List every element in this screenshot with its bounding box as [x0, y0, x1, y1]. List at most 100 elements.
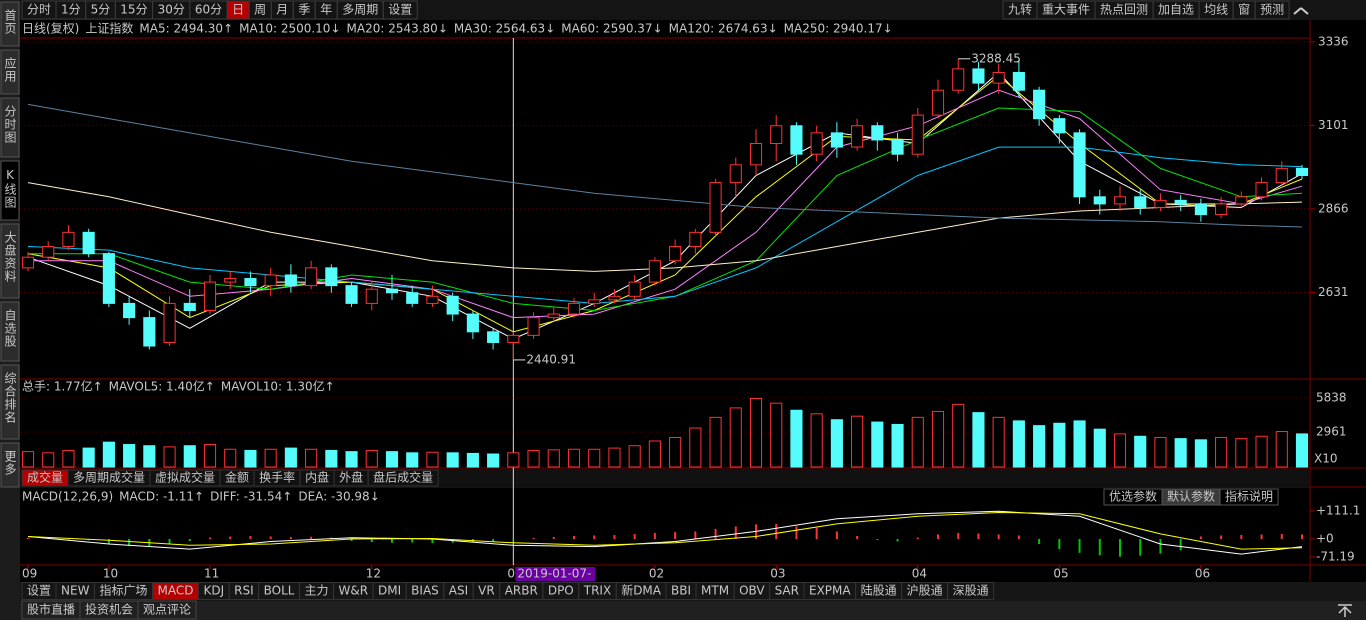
button-label: 多周期: [342, 3, 378, 17]
button[interactable]: [1219, 488, 1279, 506]
candle-body: [385, 288, 399, 294]
button-label: 60分: [195, 3, 222, 17]
button-label: 金额: [225, 470, 249, 485]
button-label: 外盘: [339, 470, 363, 485]
volume-bar: [931, 410, 945, 468]
volume-bar: [183, 445, 196, 468]
button-label: W&R: [338, 584, 368, 598]
x-tick-label: 11: [204, 567, 219, 581]
candle-body: [244, 278, 257, 287]
volume-bar: [972, 412, 985, 468]
x-tick-label: 03: [770, 567, 785, 581]
button[interactable]: [367, 469, 439, 487]
candle-body: [891, 139, 904, 155]
candle-body: [345, 285, 358, 304]
y-tick-label: +0: [1316, 531, 1334, 545]
legend-text: DEA: -30.98↓: [298, 490, 379, 504]
button-label: SAR: [775, 584, 799, 598]
volume-bar: [891, 423, 904, 468]
candle-body: [1275, 167, 1288, 184]
candle-body: [972, 68, 985, 84]
volume-bar: [224, 448, 237, 468]
legend-text: MA120: 2674.63↓: [669, 22, 778, 36]
volume-bar: [203, 444, 217, 468]
legend-text: MA30: 2564.63↓: [454, 22, 555, 36]
volume-bar: [729, 407, 742, 468]
candle-body: [729, 164, 742, 184]
volume-bar: [567, 448, 581, 468]
candle-body: [305, 267, 318, 287]
button[interactable]: [382, 0, 418, 20]
candle-body: [102, 253, 115, 304]
sidebar-tab[interactable]: [0, 1, 20, 47]
button-label: 分时: [27, 3, 51, 17]
x-tick-label: 09: [22, 567, 37, 581]
tabs-bg: [20, 469, 1310, 487]
button-label: 年: [320, 3, 332, 17]
volume-bar: [830, 419, 843, 468]
volume-bar: [871, 421, 884, 468]
button-label: TRIX: [583, 584, 611, 598]
button-label: 预测: [1260, 3, 1284, 17]
button-label: 深股通: [953, 584, 989, 598]
candle-body: [770, 125, 783, 145]
sidebar-tab[interactable]: [0, 442, 20, 488]
volume-bar: [21, 451, 35, 468]
candle-body: [163, 302, 176, 343]
sidebar-tab[interactable]: [0, 97, 20, 158]
candle-body: [365, 288, 378, 304]
sidebar-label: K线图: [3, 168, 17, 209]
legend-text: 日线(复权): [22, 22, 79, 36]
button[interactable]: [1254, 0, 1290, 20]
top-icon[interactable]: [1338, 604, 1352, 617]
ma-line: [27, 75, 1303, 333]
button-label: NEW: [61, 584, 90, 598]
button-label: 5分: [91, 3, 111, 17]
volume-bar: [163, 446, 176, 468]
candle-body: [325, 267, 338, 287]
sidebar-tab[interactable]: [0, 49, 20, 95]
volume-bar: [446, 452, 459, 468]
button-label: BIAS: [411, 584, 439, 598]
sidebar-label: 更多: [3, 450, 17, 476]
volume-bar: [1275, 431, 1288, 468]
candle-body: [426, 295, 439, 304]
cursor-date-bg: [515, 567, 596, 581]
sidebar-tab[interactable]: [0, 364, 20, 440]
low-label: 2440.91: [526, 352, 576, 366]
candle-body: [608, 295, 621, 301]
sidebar-tab[interactable]: [0, 223, 20, 299]
y-tick-label: 5838: [1316, 390, 1347, 404]
volume-bar: [669, 436, 682, 468]
button-label: 设置: [388, 3, 412, 17]
candle-body: [1012, 71, 1025, 91]
button[interactable]: [947, 582, 995, 600]
button[interactable]: [137, 600, 197, 620]
legend-text: MACD(12,26,9): [22, 490, 113, 504]
sidebar-tab[interactable]: [0, 160, 20, 221]
y-tick-label: 2631: [1318, 285, 1349, 299]
sidebar-tab[interactable]: [0, 301, 20, 362]
volume-bar: [992, 416, 1005, 468]
button-label: 日: [232, 3, 244, 17]
button-label: BBI: [671, 584, 691, 598]
button-label: 季: [298, 3, 310, 17]
button-label: 默认参数: [1167, 489, 1215, 504]
candle-body: [487, 331, 500, 343]
volume-bar: [143, 445, 156, 468]
sidebar-label: 综合排名: [3, 372, 17, 424]
sidebar-label: 大盘资料: [3, 231, 17, 283]
candle-body: [507, 334, 520, 343]
volume-bar: [1255, 435, 1268, 468]
legend-text: MA250: 2940.17↓: [784, 22, 893, 36]
volume-bar: [1033, 425, 1046, 468]
volume-bar: [1012, 420, 1025, 468]
button-label: 股市直播: [27, 602, 75, 617]
button-label: 均线: [1204, 3, 1228, 17]
button-label: 沪股通: [907, 584, 943, 598]
candle-body: [830, 132, 843, 148]
volume-bar: [284, 447, 297, 468]
back-icon[interactable]: [1293, 7, 1309, 15]
button-label: 15分: [120, 3, 147, 17]
